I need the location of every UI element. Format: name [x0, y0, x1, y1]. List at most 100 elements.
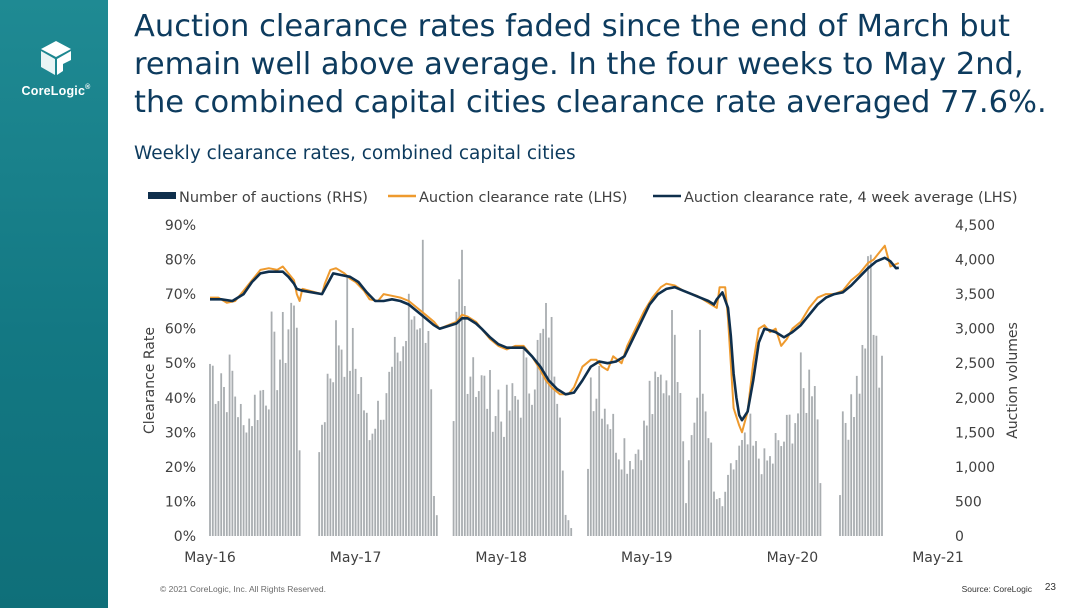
auction-bar [685, 503, 687, 536]
auction-bar [559, 417, 561, 536]
auction-bar [693, 422, 696, 536]
auction-bar [760, 474, 763, 536]
legend-label-1: Auction clearance rate (LHS) [419, 190, 627, 206]
auction-bar [645, 425, 648, 536]
copyright-text: © 2021 CoreLogic, Inc. All Rights Reserv… [160, 584, 326, 594]
auction-bar [262, 389, 265, 536]
auction-bar [875, 335, 878, 536]
auction-bar [867, 256, 869, 536]
auction-bar [631, 469, 634, 536]
x-tick-label: May-20 [767, 550, 819, 566]
auction-bar [718, 497, 721, 536]
right-tick-label: 4,000 [955, 253, 995, 269]
auction-bar [259, 390, 262, 536]
auction-bar [757, 458, 760, 536]
left-tick-label: 40% [165, 391, 196, 407]
auction-bar [841, 411, 844, 536]
auction-bar [539, 333, 542, 536]
auction-bar [489, 370, 491, 536]
auction-bar [687, 460, 690, 536]
auction-bar [248, 418, 251, 536]
left-tick-label: 10% [165, 494, 196, 510]
auction-bar [340, 349, 343, 536]
auction-bar [673, 334, 676, 536]
four-week-average-line [210, 256, 899, 422]
auction-bar [349, 370, 351, 536]
right-tick-label: 3,000 [955, 322, 995, 338]
auction-bar [805, 412, 808, 536]
auction-bar [601, 418, 603, 536]
auction-bar [525, 357, 528, 536]
auction-bar [500, 421, 503, 536]
auction-bar [374, 428, 377, 536]
auction-bar [223, 386, 225, 536]
auction-bar [427, 330, 430, 536]
auction-bar [847, 439, 850, 536]
auction-bar [290, 302, 293, 536]
legend-label-0: Number of auctions (RHS) [179, 190, 368, 206]
auction-bar [405, 340, 407, 536]
auction-bar [587, 468, 589, 536]
auction-bar [662, 393, 665, 536]
auction-bar [648, 380, 651, 536]
auction-bar [665, 380, 668, 536]
auction-bar [421, 239, 424, 536]
auction-bar [774, 433, 777, 536]
auction-bar [477, 391, 480, 536]
auction-bar [228, 354, 231, 536]
auction-bar [640, 460, 643, 536]
right-tick-label: 1,000 [955, 460, 995, 476]
auction-bar [329, 378, 332, 536]
x-tick-label: May-19 [621, 550, 673, 566]
auction-bar [475, 396, 477, 536]
y-axis-title-right: Auction volumes [1005, 322, 1021, 439]
auction-bar [564, 514, 567, 536]
source-text: Source: CoreLogic [961, 584, 1032, 594]
auction-bar [603, 408, 606, 536]
auction-bar [273, 331, 276, 536]
auction-bar [651, 414, 654, 536]
auction-bar [377, 400, 379, 536]
auction-bar [668, 395, 671, 536]
auction-bar [679, 393, 682, 536]
auction-bar [752, 445, 755, 536]
auction-bar [609, 429, 612, 536]
auction-bar [710, 442, 713, 536]
auction-bar [771, 463, 774, 536]
auction-bar [746, 444, 749, 536]
auction-bar [763, 448, 766, 536]
auction-bar [637, 449, 640, 536]
auction-volume-bars [209, 239, 883, 536]
auction-bar [379, 419, 382, 536]
auction-bar [281, 311, 284, 536]
right-tick-label: 4,500 [955, 218, 995, 234]
auction-bar [595, 398, 598, 536]
auction-bar [749, 413, 752, 536]
auction-bar [671, 310, 673, 536]
auction-bar [707, 438, 710, 536]
auction-bar [326, 373, 329, 536]
auction-bar [657, 377, 659, 536]
auction-bar [864, 348, 867, 536]
auction-bar [332, 382, 335, 536]
auction-bar [279, 359, 281, 536]
auction-bar [461, 249, 463, 536]
auction-bar [321, 424, 323, 536]
auction-bar [858, 393, 861, 536]
auction-bar [505, 384, 508, 536]
auction-bar [351, 327, 354, 536]
auction-bar [251, 426, 253, 536]
auction-bar [494, 416, 497, 536]
auction-bar [816, 419, 819, 536]
auction-bar [256, 420, 259, 536]
auction-bar [503, 436, 505, 536]
auction-bar [365, 412, 368, 536]
auction-bar [589, 377, 592, 536]
auction-bar [528, 393, 531, 536]
auction-bar [727, 474, 729, 536]
auction-bar [617, 459, 620, 536]
auction-bar [794, 423, 797, 536]
auction-bar [491, 431, 494, 536]
right-tick-label: 2,000 [955, 391, 995, 407]
auction-bar [295, 327, 298, 536]
